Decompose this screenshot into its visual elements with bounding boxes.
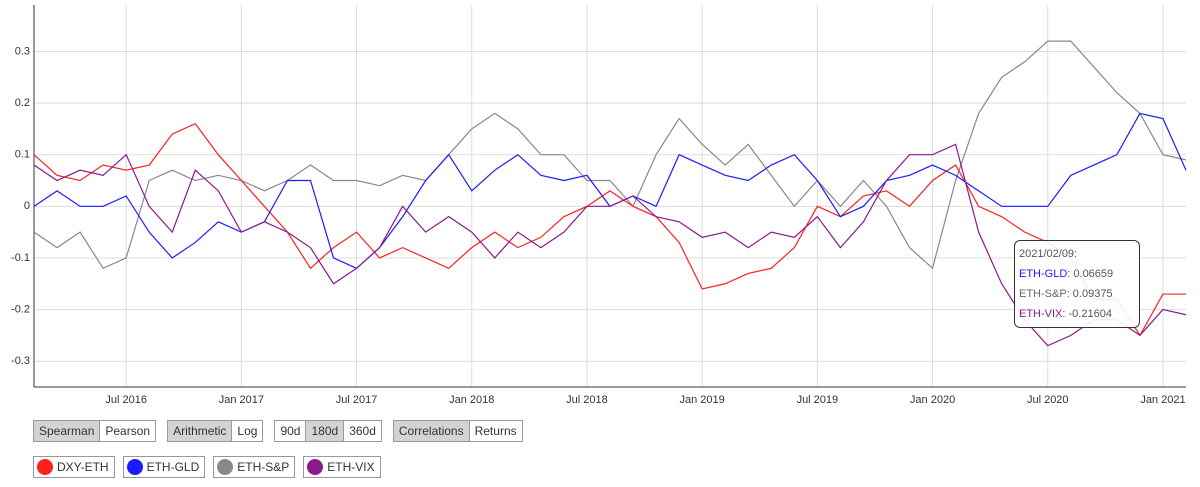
x-tick-label: Jan 2018 [449, 394, 494, 406]
legend-label: ETH-VIX [327, 460, 375, 474]
tooltip-value: : 0.09375 [1066, 288, 1113, 300]
series-line [33, 122, 1186, 337]
chart: 0.3 0.2 0.1 0 -0.1 -0.2 -0.3 Jul 2016 Jan 2017 Ju… [11, 5, 1187, 406]
y-tick-label: 0.1 [15, 149, 30, 161]
toggle-button[interactable]: Returns [469, 421, 522, 441]
toggle-button[interactable]: Spearman [34, 421, 101, 441]
tooltip-name: ETH-S&P [1019, 288, 1067, 300]
legend-label: ETH-S&P [237, 460, 290, 474]
legend-swatch [126, 459, 143, 475]
toggle-button[interactable]: Log [232, 421, 263, 441]
toggle-button[interactable]: Correlations [393, 421, 470, 441]
button-group: 90d 180d 360d [274, 420, 382, 442]
toggle-button[interactable]: 90d [275, 421, 307, 441]
y-tick-label: 0.2 [15, 97, 30, 109]
x-tick-label: Jan 2019 [680, 394, 725, 406]
legend: DXY-ETH ETH-GLD ETH-S&P ETH-VIX [33, 456, 381, 478]
button-group: Correlations Returns [392, 420, 523, 442]
tooltip-name: ETH-VIX [1019, 308, 1063, 320]
x-tick-label: Jul 2016 [105, 394, 147, 406]
legend-swatch [37, 459, 53, 475]
legend-item[interactable]: ETH-VIX [303, 456, 381, 478]
tooltip-value: : -0.21604 [1062, 308, 1112, 320]
x-tick-label: Jul 2020 [1027, 394, 1069, 406]
tooltip-name: ETH-GLD [1019, 268, 1068, 280]
toggle-button[interactable]: 360d [344, 421, 381, 441]
y-tick-label: -0.2 [11, 303, 30, 315]
toggle-button[interactable]: Arithmetic [168, 421, 233, 441]
tooltip-date: 2021/02/09: [1019, 248, 1078, 260]
x-tick-label: Jan 2017 [219, 394, 264, 406]
series-line [33, 40, 1187, 270]
legend-item[interactable]: DXY-ETH [33, 456, 115, 478]
legend-label: DXY-ETH [57, 460, 109, 474]
y-tick-label: -0.1 [11, 252, 30, 264]
tooltip-value: : 0.06659 [1067, 268, 1114, 280]
x-tick-label: Jan 2020 [910, 394, 955, 406]
controls: Spearman Pearson Arithmetic Log 90d 180d 360d C… [33, 420, 523, 442]
series-line [33, 143, 1187, 347]
toggle-button[interactable]: Pearson [100, 421, 156, 441]
button-group: Arithmetic Log [167, 420, 264, 442]
x-tick-label: Jul 2017 [336, 394, 378, 406]
tooltip: 2021/02/09: ETH-GLD: 0.06659 ETH-S&P: 0.0… [1014, 240, 1140, 328]
tooltip-row: ETH-VIX: -0.21604 [1019, 304, 1135, 324]
toggle-button[interactable]: 180d [306, 421, 345, 441]
x-tick-label: Jan 2021 [1140, 394, 1185, 406]
tooltip-row: ETH-S&P: 0.09375 [1019, 284, 1135, 304]
button-group: Spearman Pearson [33, 420, 157, 442]
y-tick-label: -0.3 [11, 355, 30, 367]
x-tick-label: Jul 2018 [566, 394, 608, 406]
legend-item[interactable]: ETH-GLD [122, 456, 206, 478]
legend-item[interactable]: ETH-S&P [213, 456, 296, 478]
tooltip-row: ETH-GLD: 0.06659 [1019, 264, 1135, 284]
y-tick-label: 0 [24, 200, 30, 212]
legend-label: ETH-GLD [146, 460, 200, 474]
legend-swatch [307, 459, 324, 475]
x-tick-label: Jul 2019 [797, 394, 839, 406]
y-tick-label: 0.3 [15, 45, 30, 57]
legend-swatch [217, 459, 234, 475]
